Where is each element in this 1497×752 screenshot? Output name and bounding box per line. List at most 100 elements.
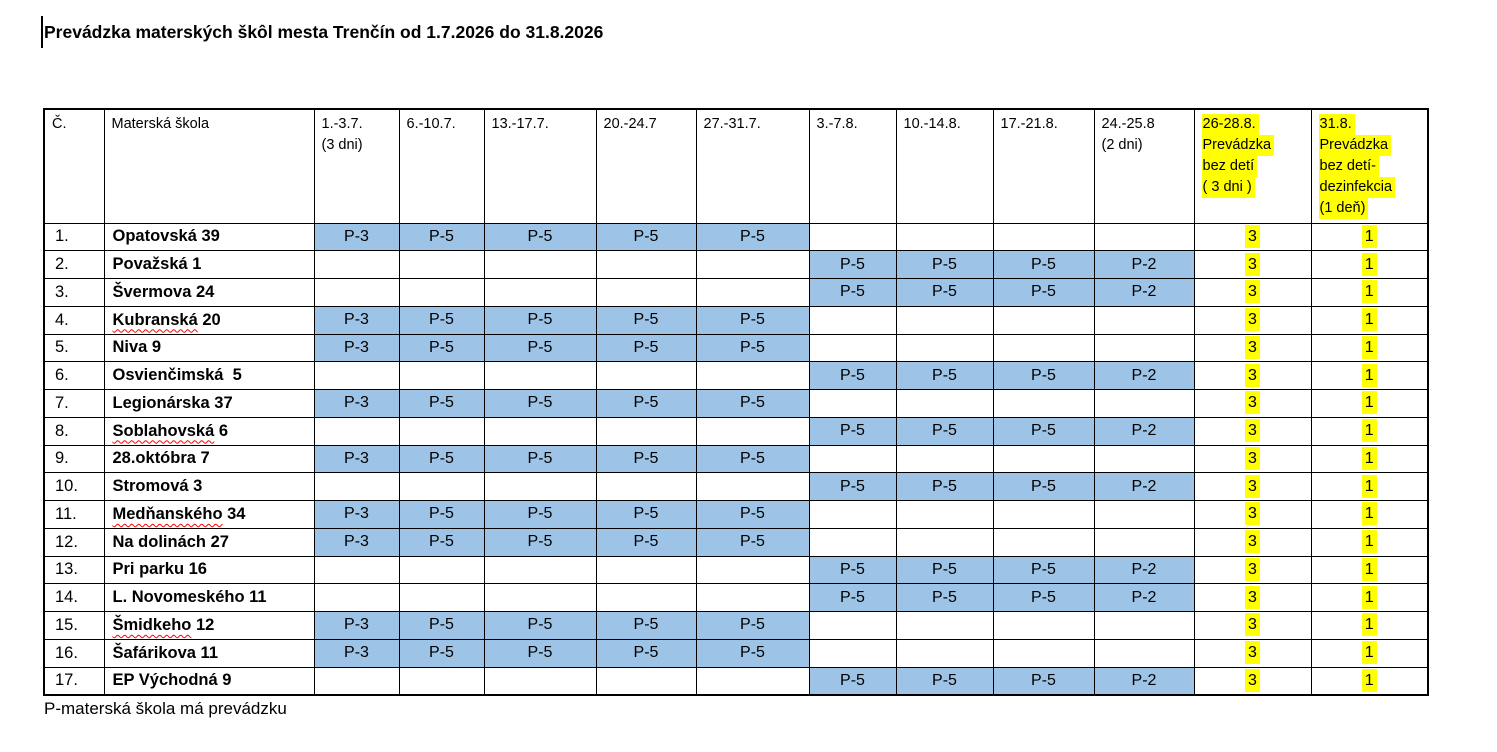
empty-cell[interactable]	[398, 416, 485, 446]
bez-deti-cell[interactable]: 3	[1193, 666, 1312, 696]
dezinfekcia-cell[interactable]: 1	[1310, 500, 1429, 529]
empty-cell[interactable]	[483, 361, 597, 390]
empty-cell[interactable]	[313, 416, 400, 446]
column-header[interactable]: 17.-21.8.	[992, 108, 1095, 224]
empty-cell[interactable]	[483, 416, 597, 446]
empty-cell[interactable]	[1093, 527, 1195, 557]
empty-cell[interactable]	[483, 555, 597, 585]
empty-cell[interactable]	[595, 555, 697, 585]
row-number[interactable]: 2.	[43, 250, 105, 279]
school-name[interactable]: Medňanského 34	[103, 500, 315, 529]
school-name[interactable]: Šafárikova 11	[103, 638, 315, 668]
operation-cell[interactable]: P-5	[992, 416, 1095, 446]
bez-deti-cell[interactable]: 3	[1193, 527, 1312, 557]
operation-cell[interactable]: P-5	[595, 611, 697, 640]
operation-cell[interactable]: P-5	[398, 305, 485, 335]
operation-cell[interactable]: P-5	[595, 527, 697, 557]
operation-cell[interactable]: P-5	[483, 611, 597, 640]
bez-deti-cell[interactable]: 3	[1193, 472, 1312, 501]
empty-cell[interactable]	[808, 638, 897, 668]
operation-cell[interactable]: P-5	[808, 472, 897, 501]
operation-cell[interactable]: P-5	[595, 333, 697, 363]
dezinfekcia-cell[interactable]: 1	[1310, 333, 1429, 363]
column-header[interactable]: 3.-7.8.	[808, 108, 897, 224]
dezinfekcia-cell[interactable]: 1	[1310, 583, 1429, 612]
empty-cell[interactable]	[695, 278, 810, 307]
operation-cell[interactable]: P-2	[1093, 278, 1195, 307]
operation-cell[interactable]: P-5	[808, 666, 897, 696]
row-number[interactable]: 7.	[43, 389, 105, 418]
operation-cell[interactable]: P-5	[895, 583, 994, 612]
empty-cell[interactable]	[895, 527, 994, 557]
empty-cell[interactable]	[398, 666, 485, 696]
bez-deti-cell[interactable]: 3	[1193, 278, 1312, 307]
empty-cell[interactable]	[313, 472, 400, 501]
operation-cell[interactable]: P-2	[1093, 416, 1195, 446]
empty-cell[interactable]	[398, 583, 485, 612]
operation-cell[interactable]: P-3	[313, 444, 400, 474]
bez-deti-cell[interactable]: 3	[1193, 500, 1312, 529]
empty-cell[interactable]	[595, 278, 697, 307]
column-header[interactable]: Materská škola	[103, 108, 315, 224]
school-name[interactable]: L. Novomeského 11	[103, 583, 315, 612]
operation-cell[interactable]: P-2	[1093, 472, 1195, 501]
empty-cell[interactable]	[595, 416, 697, 446]
empty-cell[interactable]	[1093, 611, 1195, 640]
operation-cell[interactable]: P-3	[313, 305, 400, 335]
dezinfekcia-cell[interactable]: 1	[1310, 250, 1429, 279]
empty-cell[interactable]	[895, 638, 994, 668]
row-number[interactable]: 3.	[43, 278, 105, 307]
empty-cell[interactable]	[895, 444, 994, 474]
dezinfekcia-cell[interactable]: 1	[1310, 527, 1429, 557]
empty-cell[interactable]	[895, 500, 994, 529]
bez-deti-cell[interactable]: 3	[1193, 611, 1312, 640]
empty-cell[interactable]	[695, 666, 810, 696]
empty-cell[interactable]	[992, 500, 1095, 529]
operation-cell[interactable]: P-5	[398, 611, 485, 640]
school-name[interactable]: Šmidkeho 12	[103, 611, 315, 640]
dezinfekcia-cell[interactable]: 1	[1310, 416, 1429, 446]
operation-cell[interactable]: P-5	[398, 444, 485, 474]
operation-cell[interactable]: P-5	[398, 389, 485, 418]
legend-note[interactable]: P-materská škola má prevádzku	[44, 699, 287, 718]
empty-cell[interactable]	[895, 389, 994, 418]
operation-cell[interactable]: P-2	[1093, 250, 1195, 279]
empty-cell[interactable]	[992, 611, 1095, 640]
school-name[interactable]: 28.októbra 7	[103, 444, 315, 474]
column-header[interactable]: 1.-3.7. (3 dni)	[313, 108, 400, 224]
operation-cell[interactable]: P-5	[895, 278, 994, 307]
empty-cell[interactable]	[313, 361, 400, 390]
empty-cell[interactable]	[808, 222, 897, 252]
bez-deti-cell[interactable]: 3	[1193, 444, 1312, 474]
dezinfekcia-cell[interactable]: 1	[1310, 361, 1429, 390]
empty-cell[interactable]	[398, 250, 485, 279]
empty-cell[interactable]	[895, 333, 994, 363]
empty-cell[interactable]	[1093, 638, 1195, 668]
operation-cell[interactable]: P-5	[483, 305, 597, 335]
operation-cell[interactable]: P-5	[895, 250, 994, 279]
operation-cell[interactable]: P-5	[992, 278, 1095, 307]
bez-deti-cell[interactable]: 3	[1193, 389, 1312, 418]
operation-cell[interactable]: P-5	[595, 389, 697, 418]
operation-cell[interactable]: P-3	[313, 611, 400, 640]
operation-cell[interactable]: P-5	[992, 555, 1095, 585]
empty-cell[interactable]	[695, 250, 810, 279]
row-number[interactable]: 9.	[43, 444, 105, 474]
empty-cell[interactable]	[895, 611, 994, 640]
operation-cell[interactable]: P-5	[398, 222, 485, 252]
empty-cell[interactable]	[808, 611, 897, 640]
column-header[interactable]: 31.8. Prevádzka bez detí-dezinfekcia (1 deň…	[1310, 108, 1429, 224]
empty-cell[interactable]	[398, 361, 485, 390]
row-number[interactable]: 1.	[43, 222, 105, 252]
operation-cell[interactable]: P-5	[595, 305, 697, 335]
empty-cell[interactable]	[695, 416, 810, 446]
operation-cell[interactable]: P-5	[695, 444, 810, 474]
row-number[interactable]: 13.	[43, 555, 105, 585]
empty-cell[interactable]	[695, 555, 810, 585]
column-header[interactable]: Č.	[43, 108, 105, 224]
row-number[interactable]: 15.	[43, 611, 105, 640]
row-number[interactable]: 8.	[43, 416, 105, 446]
row-number[interactable]: 14.	[43, 583, 105, 612]
empty-cell[interactable]	[398, 278, 485, 307]
bez-deti-cell[interactable]: 3	[1193, 222, 1312, 252]
